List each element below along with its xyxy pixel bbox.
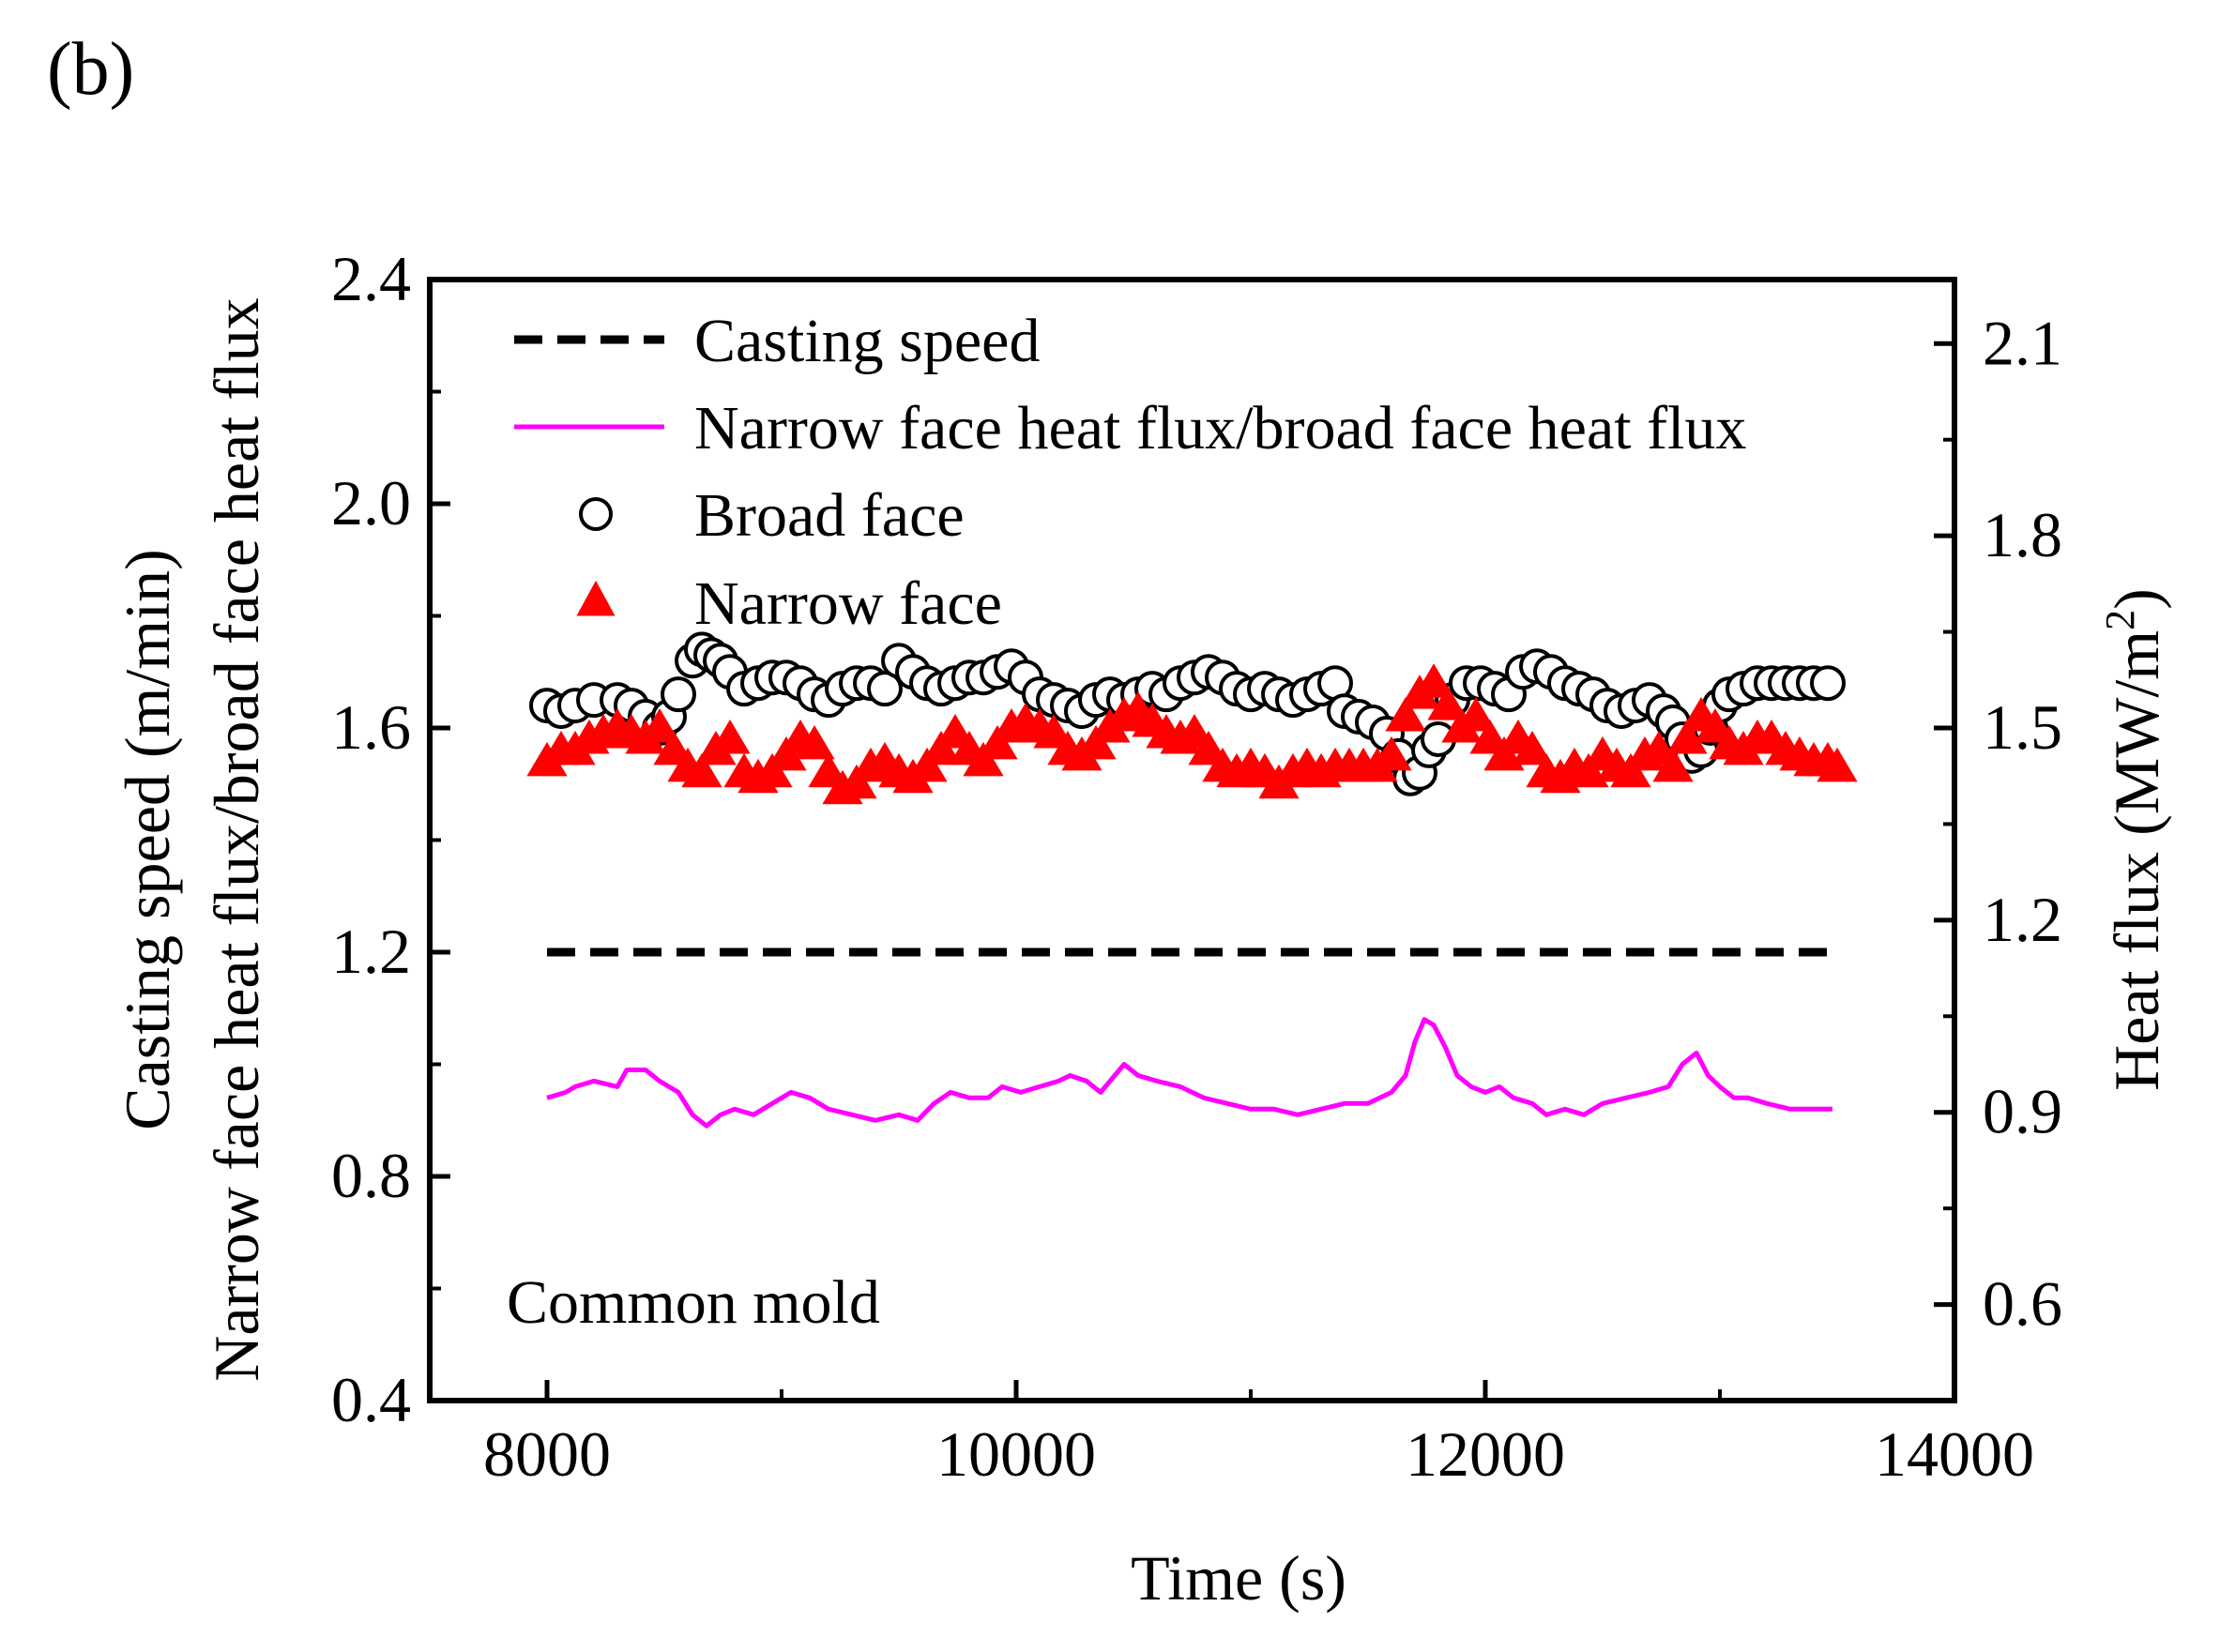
y-right-tick-label: 0.9 <box>1983 1076 2062 1147</box>
broad-face-point <box>661 676 696 713</box>
narrow-face-point <box>1033 714 1074 749</box>
narrow-face-point <box>906 747 948 782</box>
narrow-face-point <box>920 730 962 765</box>
y-right-tick-label: 2.1 <box>1983 307 2062 378</box>
narrow-face-point <box>1512 730 1553 765</box>
left-axis-ticks: 0.4 0.8 1.2 1.6 2.0 2.4 <box>331 243 450 1435</box>
y-left-tick-label: 0.8 <box>331 1140 411 1211</box>
legend-label-broad-face: Broad face <box>694 481 965 550</box>
narrow-face-point <box>963 741 1004 777</box>
narrow-face-point <box>1610 752 1651 788</box>
narrow-face-point <box>1455 697 1497 732</box>
series-1 <box>546 1017 1832 1129</box>
narrow-face-point <box>935 714 976 749</box>
x-axis-ticks: 8000 10000 12000 14000 <box>483 1380 2034 1490</box>
narrow-face-point <box>1817 747 1858 782</box>
y-axis-label-left-line2: Narrow face heat flux/broad face heat fl… <box>201 297 272 1381</box>
legend-marker-broad-face <box>579 497 613 531</box>
right-axis-ticks: 0.6 0.9 1.2 1.5 1.8 2.1 <box>1934 307 2062 1340</box>
annotation-common-mold: Common mold <box>507 1268 880 1337</box>
y-axis-label-right-sup: 2 <box>2097 610 2143 630</box>
narrow-face-point <box>1413 663 1454 698</box>
narrow-face-point <box>709 720 751 754</box>
legend-label-casting-speed: Casting speed <box>694 307 1040 375</box>
y-right-tick-label: 0.6 <box>1983 1268 2062 1340</box>
legend: Casting speed Narrow face heat flux/broa… <box>514 307 1746 638</box>
narrow-face-point <box>1075 724 1117 760</box>
narrow-face-point <box>1483 735 1525 771</box>
narrow-face-point <box>1385 697 1426 732</box>
narrow-face-point <box>653 730 694 765</box>
y-axis-label-right-close: ) <box>2101 588 2172 610</box>
narrow-face-point <box>794 724 835 760</box>
narrow-face-point <box>752 752 793 788</box>
narrow-face-point <box>1174 714 1215 749</box>
y-axis-label-right: Heat flux (MW/m2) <box>2097 588 2172 1091</box>
narrow-face-point <box>1188 730 1229 765</box>
y-left-tick-label: 2.0 <box>331 467 411 538</box>
y-right-tick-label: 1.5 <box>1983 691 2062 763</box>
series-2 <box>529 631 1846 796</box>
y-right-tick-label: 1.2 <box>1983 884 2062 955</box>
series-layer <box>526 631 1858 1129</box>
narrow-face-point <box>681 752 722 788</box>
series-3 <box>526 663 1858 805</box>
narrow-face-point <box>808 752 849 788</box>
narrow-face-point <box>1469 720 1511 754</box>
narrow-face-point <box>1666 720 1708 754</box>
legend-label-ratio: Narrow face heat flux/broad face heat fl… <box>694 394 1746 462</box>
legend-marker-narrow-face <box>576 580 616 616</box>
narrow-face-point <box>1371 735 1412 771</box>
narrow-face-point <box>977 724 1018 760</box>
broad-face-point <box>1810 665 1846 702</box>
y-axis-label-right-main: Heat flux (MW/m <box>2101 630 2172 1091</box>
x-tick-label: 8000 <box>483 1418 611 1490</box>
narrow-face-point <box>836 764 877 799</box>
y-left-tick-label: 1.6 <box>331 691 411 763</box>
narrow-face-point <box>766 735 807 771</box>
legend-label-narrow-face: Narrow face <box>694 569 1002 638</box>
narrow-face-point <box>1695 708 1736 743</box>
y-left-tick-label: 1.2 <box>331 916 411 987</box>
y-axis-label-left-line1: Casting speed (m/min) <box>112 549 183 1129</box>
panel-label: (b) <box>47 28 134 111</box>
x-tick-label: 14000 <box>1875 1418 2034 1490</box>
narrow-face-point <box>1568 752 1609 788</box>
broad-face-point <box>867 671 903 707</box>
narrow-face-point <box>1652 747 1694 782</box>
y-left-tick-label: 0.4 <box>331 1364 411 1435</box>
x-tick-label: 10000 <box>936 1418 1096 1490</box>
x-tick-label: 12000 <box>1406 1418 1565 1490</box>
narrow-face-point <box>639 708 680 743</box>
y-right-tick-label: 1.8 <box>1983 499 2062 570</box>
heat-flux-ratio-line <box>546 1017 1832 1129</box>
narrow-face-point <box>1427 686 1468 720</box>
y-left-tick-label: 2.4 <box>331 243 411 314</box>
narrow-face-point <box>1638 730 1680 765</box>
x-axis-label: Time (s) <box>1131 1542 1346 1614</box>
